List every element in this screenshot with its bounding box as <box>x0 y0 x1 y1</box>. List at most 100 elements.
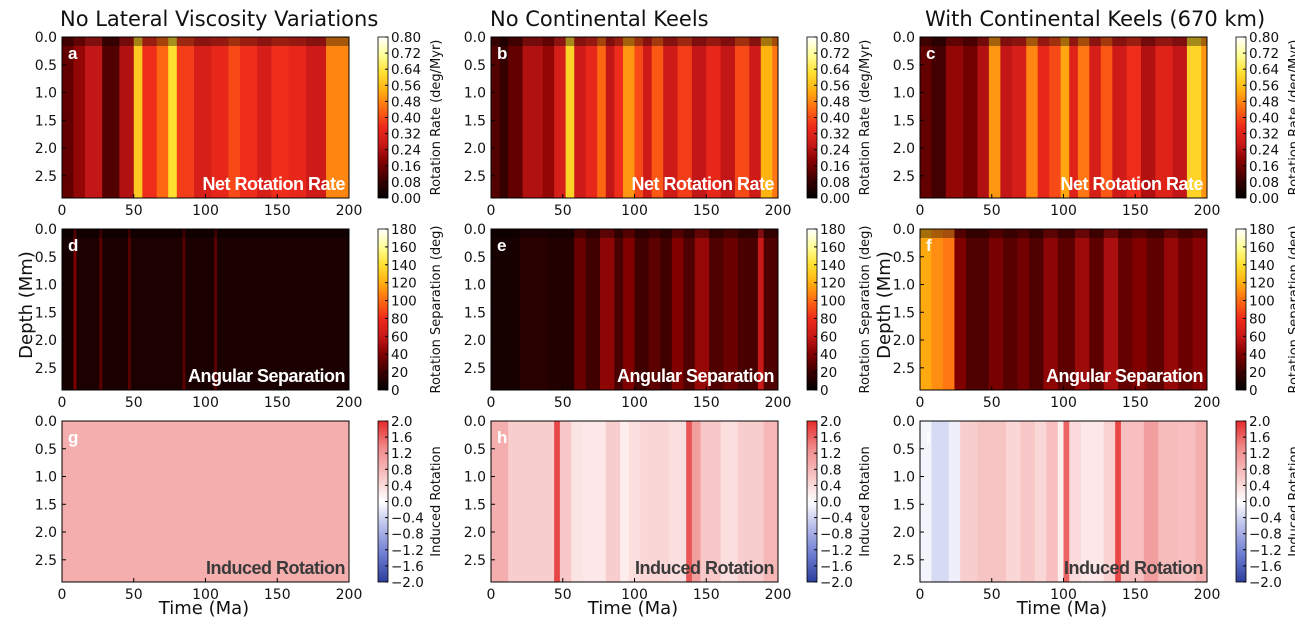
heatmap-cell <box>720 37 736 198</box>
heatmap-cell <box>614 37 624 198</box>
colorbar-tick-label: 60 <box>391 329 408 345</box>
heatmap-cell <box>76 229 100 390</box>
heatmap-cell <box>643 37 653 198</box>
heatmap-cell <box>288 37 307 198</box>
heatmap-cell <box>1020 421 1036 582</box>
heatmap-cell <box>737 229 759 390</box>
colorbar-tick-label: 0.72 <box>1249 46 1279 62</box>
colorbar-tick-label: 0.16 <box>820 159 850 175</box>
colorbar-tick-label: 20 <box>1249 365 1266 381</box>
colorbar-tick-label: 0.80 <box>391 30 421 46</box>
heatmap-cell <box>508 37 523 198</box>
y-tick-label: 2.0 <box>35 333 57 349</box>
surface-band <box>920 229 1207 238</box>
y-tick-label: 0.5 <box>893 250 915 266</box>
x-tick-label: 0 <box>916 587 925 603</box>
colorbar-tick-label: 80 <box>1249 311 1266 327</box>
x-tick-label: 200 <box>1194 203 1221 219</box>
x-tick-label: 50 <box>983 395 1001 411</box>
colorbar-tick-label: 0.56 <box>1249 78 1279 94</box>
y-tick-label: 1.0 <box>464 470 486 486</box>
panel-h: 0.0 0.5 1.0 1.5 2.0 2.5 0 50 100 150 200 h Induced R… <box>464 414 873 603</box>
colorbar-label: Rotation Separation (deg) <box>1287 226 1295 394</box>
heatmap-cell <box>228 37 241 198</box>
y-tick-label: 2.0 <box>893 141 915 157</box>
colorbar <box>377 228 389 391</box>
colorbar-tick-label: 1.2 <box>391 446 412 462</box>
x-tick-label: 150 <box>693 203 720 219</box>
colorbar <box>806 228 818 391</box>
x-tick-label: 150 <box>693 587 720 603</box>
panel-letter: g <box>68 428 78 447</box>
heatmap-cell <box>605 421 621 582</box>
colorbar-tick-label: 0.64 <box>820 62 850 78</box>
heatmap-cell <box>1143 421 1159 582</box>
colorbar-tick-label: 0.64 <box>1249 62 1279 78</box>
heatmap-cell <box>1077 37 1090 198</box>
y-tick-label: 0.0 <box>35 222 57 238</box>
heatmap-cell <box>634 37 644 198</box>
heatmap-cell <box>571 421 584 582</box>
heatmap-cell <box>668 421 687 582</box>
heatmap-cell <box>1057 421 1064 582</box>
heatmap-cell <box>614 229 624 390</box>
colorbar-tick-label: 0.08 <box>391 175 421 191</box>
colorbar-tick-label: 0.40 <box>820 111 850 127</box>
y-tick-label: 2.5 <box>464 169 486 185</box>
y-tick-label: 2.5 <box>464 361 486 377</box>
heatmap-cell <box>931 37 947 198</box>
colorbar-tick-label: 0.72 <box>820 46 850 62</box>
colorbar-tick-label: −1.2 <box>820 543 853 559</box>
overlay-label: Induced Rotation <box>1064 558 1203 578</box>
heatmap-cell <box>1126 37 1142 198</box>
panel-i: 0.0 0.5 1.0 1.5 2.0 2.5 0 50 100 150 200 i Induced R… <box>893 414 1295 603</box>
x-tick-label: 200 <box>336 587 363 603</box>
heatmap-cell <box>257 37 272 198</box>
colorbar-tick-label: 0.0 <box>820 495 841 511</box>
heatmap-cell <box>554 421 561 582</box>
x-tick-label: 150 <box>693 395 720 411</box>
heatmap-cell <box>73 229 77 390</box>
colorbar-tick-label: 0.4 <box>820 478 841 494</box>
heatmap-cell <box>1140 37 1156 198</box>
heatmap-cell <box>763 229 779 390</box>
colorbar-tick-label: 60 <box>820 329 837 345</box>
surface-band <box>491 37 778 46</box>
colorbar-tick-label: 0.4 <box>1249 478 1270 494</box>
x-tick-label: 0 <box>58 587 67 603</box>
heatmap-cell <box>211 37 229 198</box>
y-tick-label: 0.5 <box>464 250 486 266</box>
colorbar-tick-label: 20 <box>391 365 408 381</box>
heatmap-cell <box>102 37 120 198</box>
colorbar-tick-label: 0 <box>391 383 400 399</box>
y-tick-label: 2.0 <box>464 333 486 349</box>
heatmap-cell <box>133 37 143 198</box>
colorbar-tick-label: 0.00 <box>1249 191 1279 207</box>
x-tick-label: 200 <box>765 203 792 219</box>
heatmap-cell <box>920 421 932 582</box>
surface-band <box>491 229 778 238</box>
heatmap-cell <box>597 37 607 198</box>
heatmap-cell <box>749 37 762 198</box>
surface-band <box>920 37 1207 46</box>
heatmap-cell <box>574 229 587 390</box>
overlay-label: Angular Separation <box>617 366 774 386</box>
colorbar-tick-label: 0.00 <box>391 191 421 207</box>
colorbar-tick-label: 0.56 <box>820 78 850 94</box>
heatmap-cell <box>585 37 598 198</box>
x-tick-label: 100 <box>621 203 648 219</box>
colorbar-tick-label: 0 <box>1249 383 1258 399</box>
heatmap-cell <box>1115 421 1122 582</box>
heatmap-cell <box>1103 229 1119 390</box>
x-tick-label: 0 <box>58 203 67 219</box>
colorbar-tick-label: 100 <box>820 294 846 310</box>
heatmap-cell <box>623 229 635 390</box>
heatmap-cell <box>1089 229 1105 390</box>
y-tick-label: 1.5 <box>35 305 57 321</box>
x-tick-label: 0 <box>487 203 496 219</box>
heatmap-cell <box>737 421 765 582</box>
heatmap-cell <box>1060 37 1070 198</box>
heatmap-cell <box>548 229 575 390</box>
heatmap-cell <box>585 229 601 390</box>
